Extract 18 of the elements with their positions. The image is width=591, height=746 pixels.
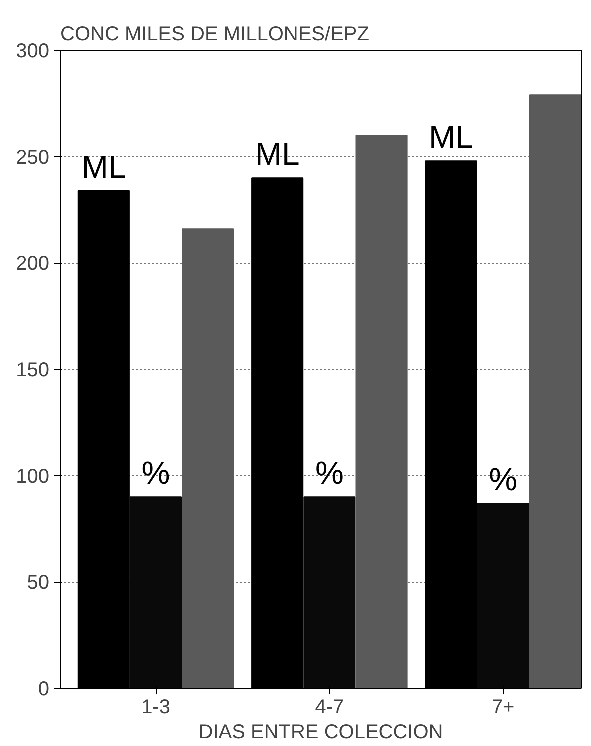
x-axis-title: DIAS ENTRE COLECCION xyxy=(198,722,444,744)
text: % xyxy=(315,455,344,492)
y-tick-label: 150 xyxy=(16,360,50,382)
text: ML xyxy=(429,119,474,156)
text: ML xyxy=(255,136,300,172)
y-tick-label: 250 xyxy=(16,146,50,169)
text: % xyxy=(489,461,518,498)
y-axis-title: CONC MILES DE MILLONES/EPZ xyxy=(60,24,370,46)
y-tick-label: 300 xyxy=(16,40,50,62)
x-tick-label: 1-3 xyxy=(142,696,170,718)
x-tick-label: 7+ xyxy=(492,696,515,718)
series-label: % xyxy=(142,455,170,492)
x-tick-label: 4-7 xyxy=(315,696,344,718)
y-tick-label: 200 xyxy=(16,253,50,276)
legend-label: ML xyxy=(82,148,126,185)
y-tick-label: 0 xyxy=(38,678,50,700)
y-tick-label: 100 xyxy=(16,466,50,488)
y-tick-label: 50 xyxy=(27,572,50,594)
